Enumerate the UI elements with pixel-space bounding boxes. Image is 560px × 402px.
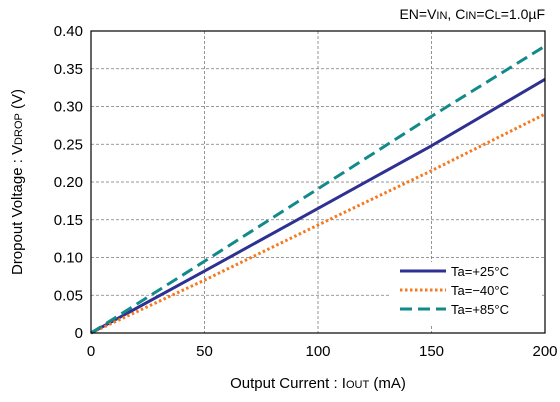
series-line [90, 78, 546, 335]
y-tick-label: 0.10 [54, 250, 83, 267]
y-axis-title-sub: DROP [13, 113, 25, 145]
conditions-label: EN=VIN, CIN=CL=1.0µF [399, 6, 545, 22]
y-axis-title-suffix: (V) [9, 89, 26, 113]
tick-labels: 0 50 100 150 200 0 0.05 0.10 0.15 0.20 0.25 0.30 0.3… [54, 23, 558, 360]
y-tick-label: 0.40 [54, 23, 83, 40]
x-tick-label: 200 [532, 343, 557, 360]
x-axis-title: Output Current : IOUT (mA) [230, 375, 406, 392]
y-tick-label: 0.15 [54, 212, 83, 229]
cond-en: EN [399, 6, 418, 22]
legend: Ta=+25°C Ta=−40°C Ta=+85°C [390, 262, 542, 324]
y-axis-title-prefix: Dropout Voltage : V [9, 145, 26, 275]
y-tick-label: 0.35 [54, 61, 83, 78]
series-group [90, 44, 546, 335]
x-tick-label: 50 [196, 343, 213, 360]
y-tick-label: 0.05 [54, 287, 83, 304]
x-tick-label: 100 [305, 343, 330, 360]
legend-label: Ta=+25°C [451, 264, 509, 279]
grid [91, 31, 545, 333]
series-line [90, 112, 546, 335]
y-axis-title: Dropout Voltage : VDROP (V) [9, 89, 26, 275]
plot-frame [90, 30, 546, 334]
x-axis-title-prefix: Output Current : I [230, 375, 346, 392]
cond-value: =1.0µF [501, 6, 545, 22]
cond-vin-sub: IN [436, 10, 447, 22]
y-tick-label: 0.30 [54, 99, 83, 116]
y-tick-label: 0.25 [54, 136, 83, 153]
x-tick-label: 0 [87, 343, 95, 360]
y-tick-label: 0 [75, 325, 83, 342]
x-axis-title-sub: OUT [346, 379, 370, 391]
x-axis-title-suffix: (mA) [369, 375, 406, 392]
y-tick-label: 0.20 [54, 174, 83, 191]
cond-cin-sub: IN [465, 10, 476, 22]
cond-cl-sub: L [495, 10, 501, 22]
legend-label: Ta=+85°C [451, 302, 509, 317]
x-tick-label: 150 [419, 343, 444, 360]
legend-label: Ta=−40°C [451, 283, 509, 298]
